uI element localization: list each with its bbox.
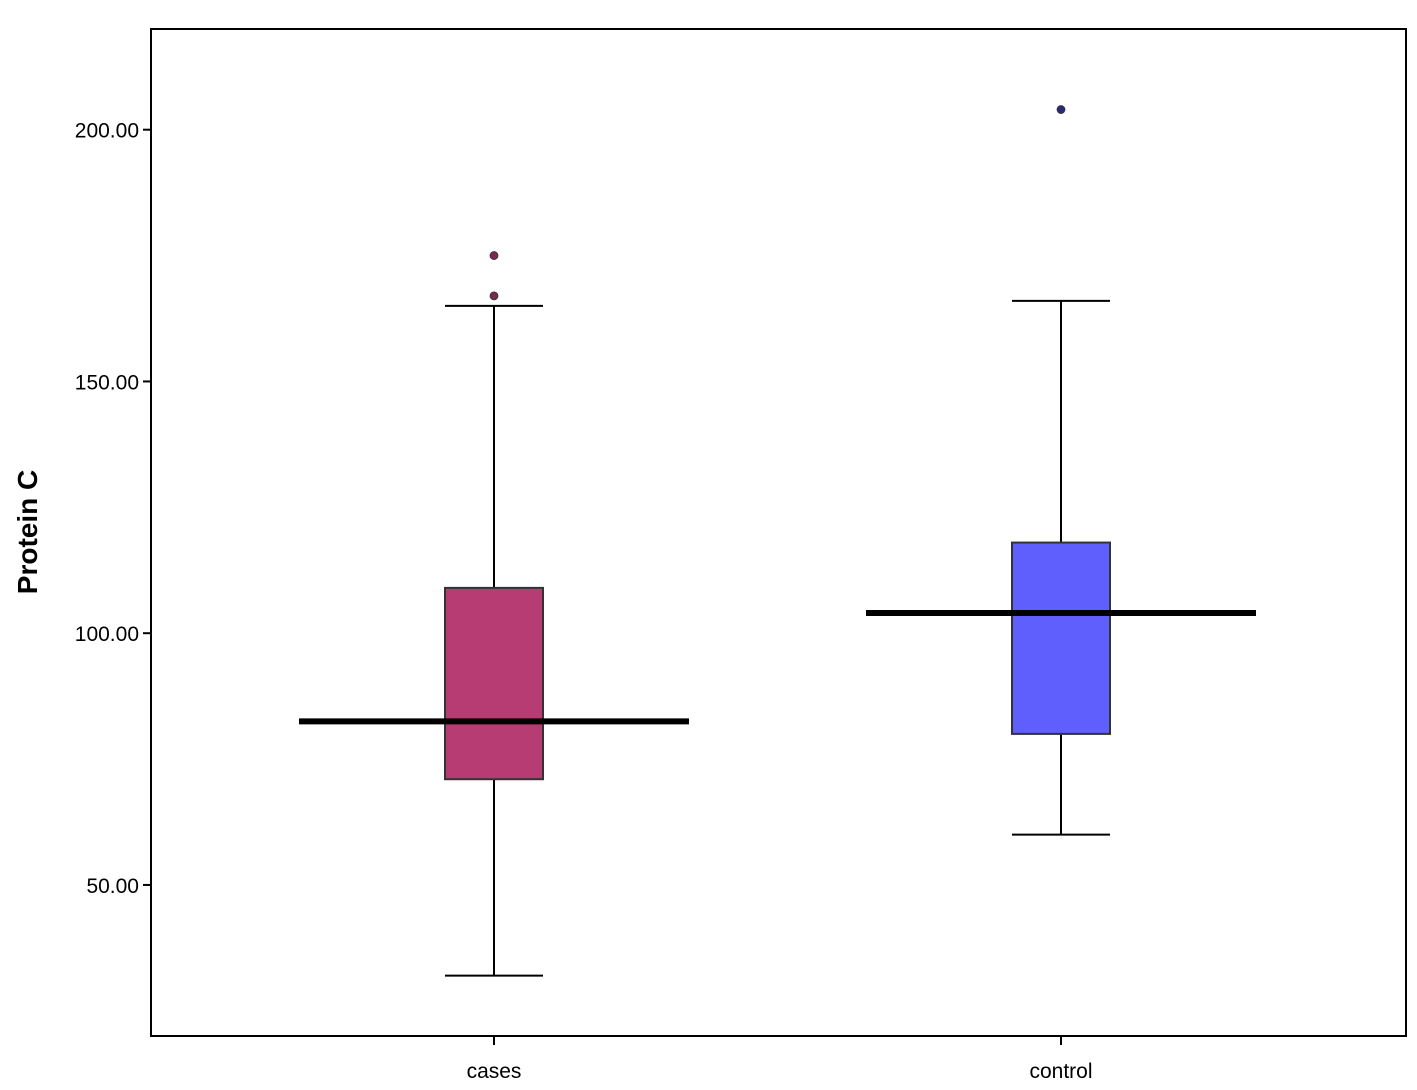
outlier-point — [1056, 105, 1066, 114]
outlier-point — [489, 291, 499, 301]
y-tick-label: 100.00 — [75, 623, 139, 646]
y-tick-label: 200.00 — [75, 120, 139, 143]
y-tick-label: 50.00 — [86, 875, 139, 898]
outlier-point — [489, 251, 499, 260]
y-tick-label: 150.00 — [75, 371, 139, 394]
iqr-box — [444, 586, 544, 781]
box-cases — [299, 251, 689, 977]
x-tick-label: cases — [467, 1060, 522, 1083]
plot-frame — [150, 28, 1407, 1037]
x-tick-label: control — [1029, 1060, 1092, 1083]
y-axis: 50.00 100.00 150.00 200.00 — [75, 120, 151, 898]
y-axis-title: Protein C — [12, 470, 43, 594]
iqr-box — [1011, 541, 1111, 735]
box-control — [866, 105, 1256, 836]
boxes — [299, 105, 1256, 977]
x-axis: cases control — [467, 1036, 1093, 1083]
